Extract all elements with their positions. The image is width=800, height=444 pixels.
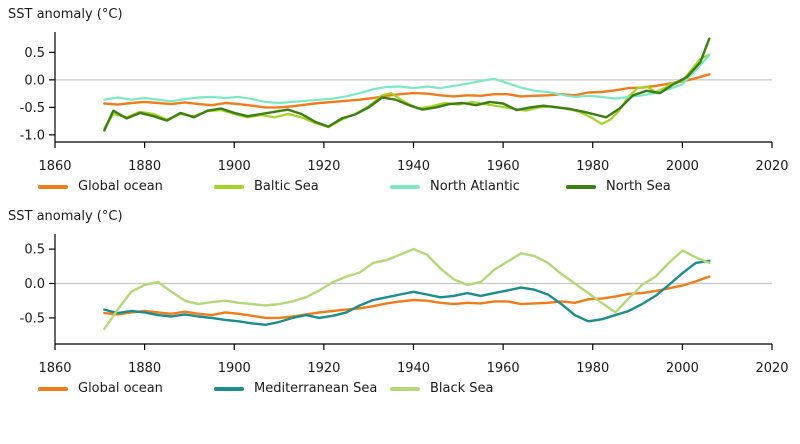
legend-color-swatch <box>214 184 244 189</box>
x-tick-label: 1900 <box>218 159 251 174</box>
sst-anomaly-chart-north-seas: 0.5 0.0 -0.5 -1.0 1860 1880 1900 1920 1940 1960 19… <box>20 32 789 174</box>
x-tick-label: 1900 <box>218 361 251 376</box>
sst-chart-block-seas-north: SST anomaly (°C) 0.5 0.0 -0.5 -1.0 1860 1880 1… <box>0 0 800 202</box>
legend-color-swatch <box>390 184 420 189</box>
legend-color-swatch <box>214 386 244 391</box>
x-tick-label: 1920 <box>307 159 340 174</box>
sst-anomaly-chart-south-seas: 0.5 0.0 -0.5 1860 1880 1900 1920 1940 1960 1980 20… <box>20 234 789 376</box>
legend-color-swatch <box>38 184 68 189</box>
legend-label: Mediterranean Sea <box>254 381 378 396</box>
x-tick-label: 1960 <box>487 361 520 376</box>
x-tick-label: 1860 <box>38 159 71 174</box>
y-tick-label: -0.5 <box>20 101 45 116</box>
legend-label: Black Sea <box>430 381 494 396</box>
legend-item-north-sea: North Sea <box>566 179 742 194</box>
x-tick-label: 2020 <box>755 361 788 376</box>
legend-label: Global ocean <box>78 179 163 194</box>
chart-legend: Global ocean Mediterranean Sea Black Sea <box>0 376 800 404</box>
legend-item-mediterranean-sea: Mediterranean Sea <box>214 381 390 396</box>
legend-label: North Atlantic <box>430 179 520 194</box>
legend-item-global-ocean: Global ocean <box>38 381 214 396</box>
y-tick-label: -0.5 <box>20 311 45 326</box>
x-tick-label: 2020 <box>755 159 788 174</box>
y-tick-label: 0.5 <box>24 46 45 61</box>
x-tick-label: 1860 <box>38 361 71 376</box>
series-line-global-ocean <box>103 73 711 109</box>
legend-label: Global ocean <box>78 381 163 396</box>
legend-color-swatch <box>390 386 420 391</box>
chart-title: SST anomaly (°C) <box>8 7 123 22</box>
chart-title: SST anomaly (°C) <box>8 209 123 224</box>
legend-item-black-sea: Black Sea <box>390 381 566 396</box>
y-tick-label: 0.0 <box>24 277 45 292</box>
series-line-mediterranean-sea <box>103 259 711 327</box>
x-tick-label: 1880 <box>128 159 161 174</box>
series-line-global-ocean <box>103 275 711 320</box>
legend-item-global-ocean: Global ocean <box>38 179 214 194</box>
legend-color-swatch <box>38 386 68 391</box>
sst-chart-block-seas-south: SST anomaly (°C) 0.5 0.0 -0.5 1860 1880 1900 1… <box>0 202 800 404</box>
legend-item-baltic-sea: Baltic Sea <box>214 179 390 194</box>
x-tick-label: 1960 <box>487 159 520 174</box>
x-tick-label: 1920 <box>307 361 340 376</box>
x-tick-label: 2000 <box>666 159 699 174</box>
x-tick-label: 1880 <box>128 361 161 376</box>
x-tick-label: 1940 <box>397 361 430 376</box>
x-tick-label: 2000 <box>666 361 699 376</box>
series-line-north-atlantic <box>103 54 711 105</box>
x-tick-label: 1940 <box>397 159 430 174</box>
y-tick-label: -1.0 <box>20 128 45 143</box>
series-line-black-sea <box>103 247 711 331</box>
legend-color-swatch <box>566 184 596 189</box>
x-tick-label: 1980 <box>576 361 609 376</box>
legend-item-north-atlantic: North Atlantic <box>390 179 566 194</box>
y-tick-label: 0.5 <box>24 243 45 258</box>
y-tick-label: 0.0 <box>24 73 45 88</box>
x-tick-label: 1980 <box>576 159 609 174</box>
legend-label: North Sea <box>606 179 671 194</box>
legend-label: Baltic Sea <box>254 179 319 194</box>
series-line-north-sea <box>103 37 711 132</box>
chart-legend: Global ocean Baltic Sea North Atlantic Nort… <box>0 174 800 202</box>
